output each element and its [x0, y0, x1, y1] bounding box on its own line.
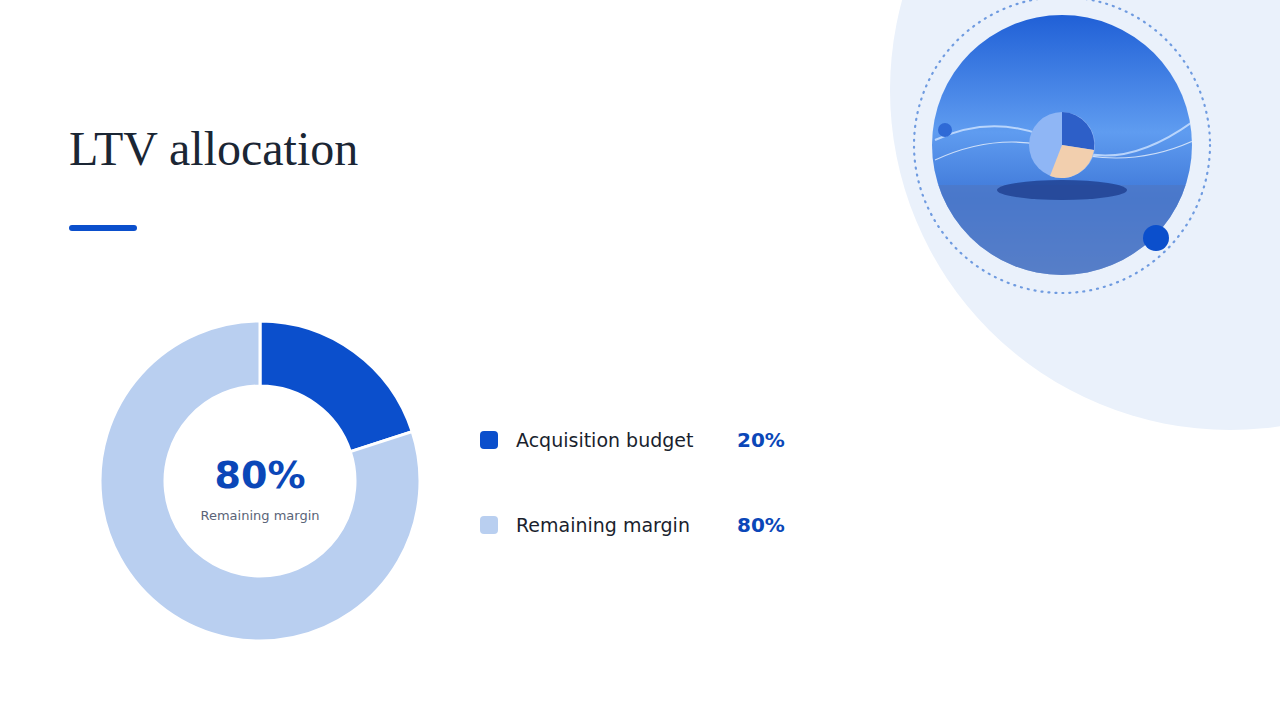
legend-label: Acquisition budget: [516, 429, 693, 451]
title-accent: [69, 225, 137, 231]
slide: LTV allocation80%Remaining marginAcquisi…: [0, 0, 1280, 720]
illustration-stand: [997, 180, 1127, 200]
legend-value: 80%: [737, 513, 785, 537]
legend-item: Acquisition budget 20%: [480, 428, 785, 452]
center-label: Remaining margin: [200, 508, 319, 523]
accent-dot: [938, 123, 952, 137]
center-label: 80%: [215, 453, 306, 497]
illustration-sphere-slice: [1050, 145, 1094, 178]
donut: 80% Remaining margin: [100, 321, 420, 641]
legend-item: Remaining margin 80%: [480, 513, 785, 537]
legend-value: 20%: [737, 428, 785, 452]
title: LTV allocation: [69, 122, 358, 175]
decoration: [890, 0, 1280, 430]
dotted-ring: [914, 0, 1210, 293]
legend: Acquisition budget 20% Remaining margin 80%: [480, 428, 785, 537]
legend-label: Remaining margin: [516, 514, 690, 536]
illustration-sphere: [1029, 112, 1095, 178]
slice: [260, 321, 412, 452]
legend-swatch: [480, 431, 498, 449]
slice: [100, 321, 420, 641]
illustration: [930, 13, 1195, 280]
illustration-sphere-slice: [1062, 112, 1094, 150]
legend-swatch: [480, 516, 498, 534]
accent-dot: [1143, 225, 1169, 251]
background-circle: [890, 0, 1280, 430]
